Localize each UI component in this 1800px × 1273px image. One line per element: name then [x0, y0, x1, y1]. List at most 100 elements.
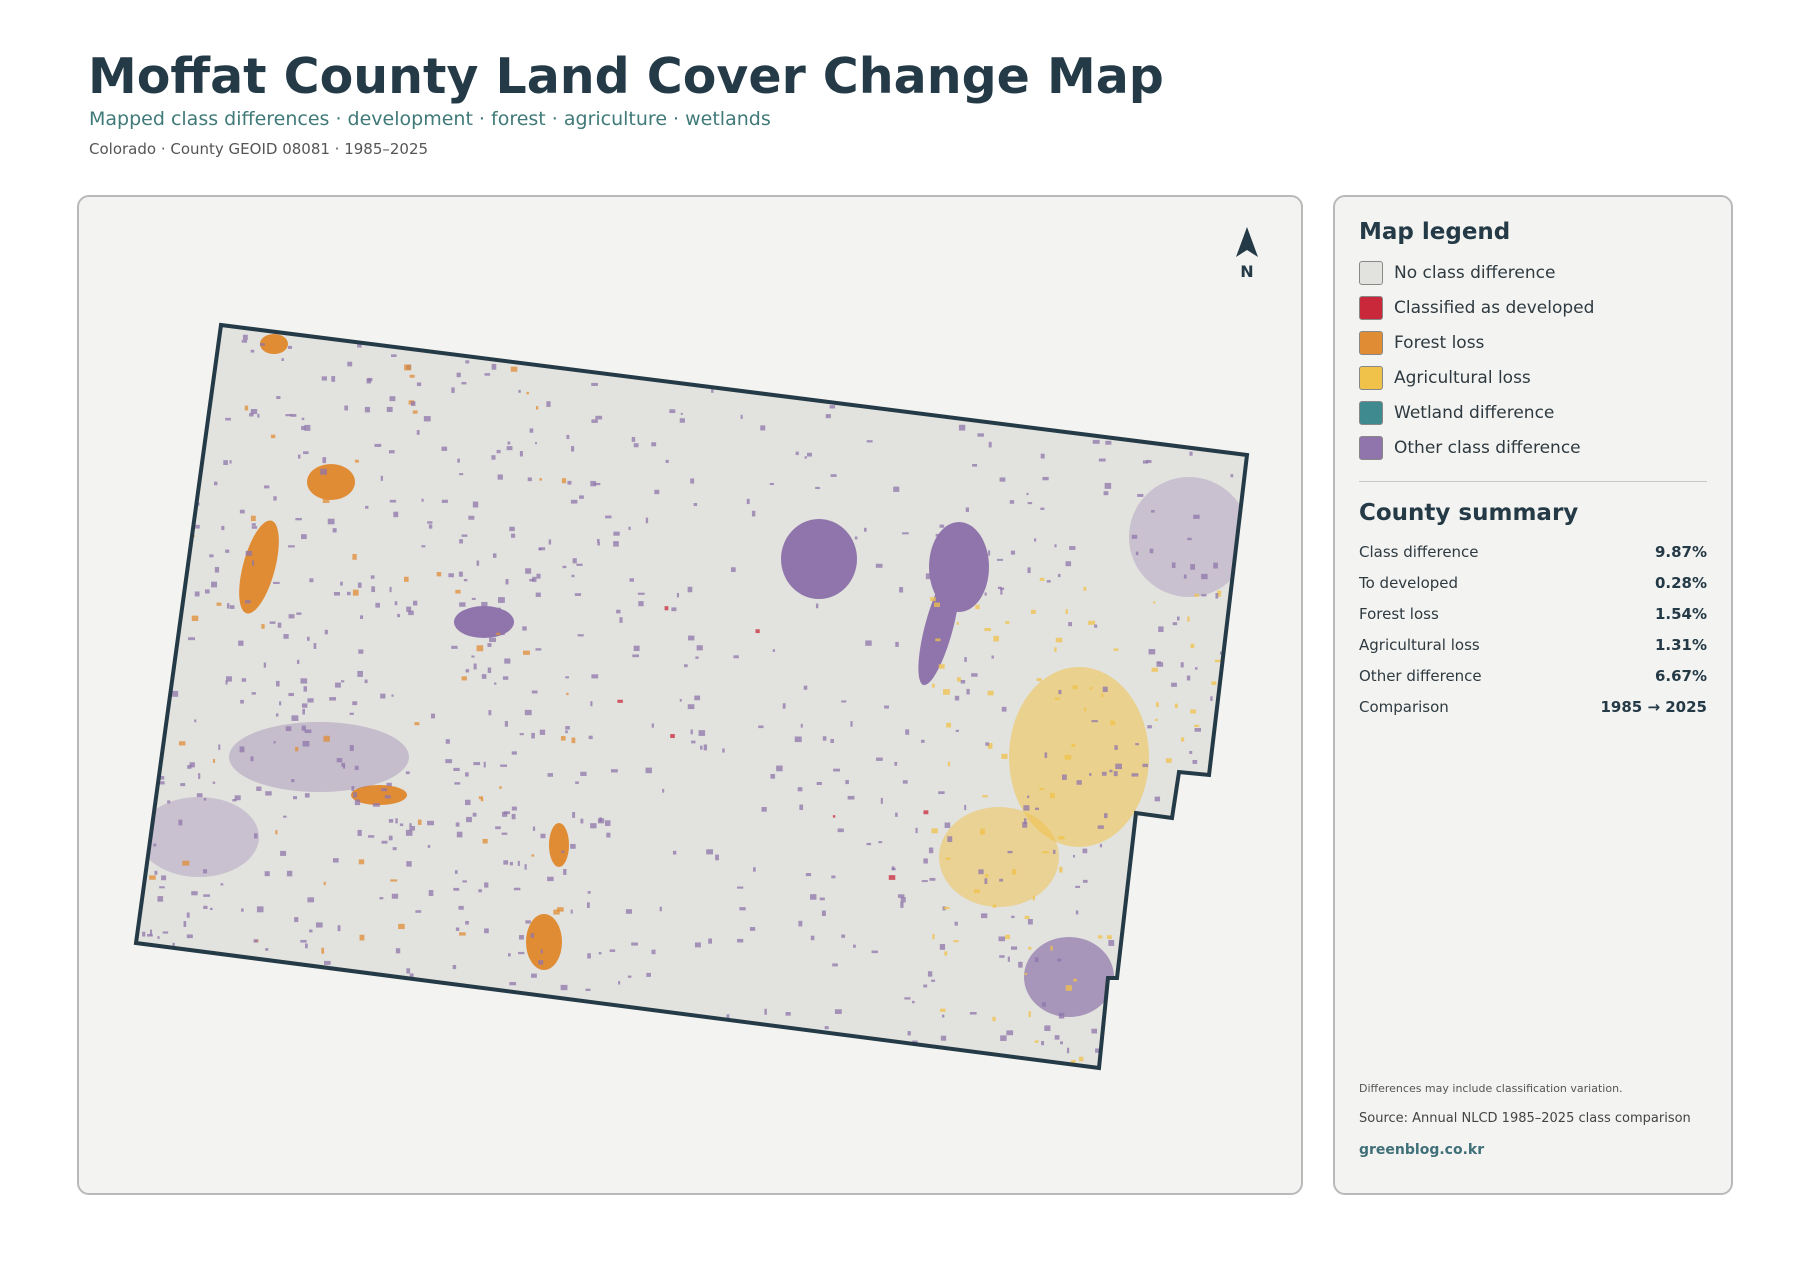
speckle	[1082, 879, 1088, 883]
speckle	[364, 679, 368, 684]
speckle	[372, 1072, 377, 1076]
speckle	[1187, 537, 1192, 541]
speckle	[501, 811, 508, 817]
speckle	[1242, 657, 1247, 660]
speckle	[966, 688, 970, 695]
speckle	[815, 603, 819, 609]
speckle	[313, 643, 317, 649]
speckle	[530, 933, 534, 938]
speckle	[984, 628, 991, 632]
speckle	[794, 736, 802, 743]
speckle	[1129, 425, 1137, 432]
speckle	[987, 743, 993, 749]
speckle	[1172, 1015, 1177, 1019]
speckle	[645, 767, 652, 774]
speckle	[932, 683, 935, 688]
speckle	[1069, 546, 1076, 550]
speckle	[822, 326, 828, 332]
speckle	[832, 815, 836, 818]
speckle	[1147, 825, 1152, 832]
speckle	[572, 558, 577, 564]
speckle	[265, 948, 269, 951]
speckle	[139, 480, 144, 486]
speckle	[404, 364, 412, 371]
speckle	[1242, 762, 1246, 767]
speckle	[676, 592, 680, 598]
speckle	[333, 591, 340, 596]
speckle	[1190, 709, 1197, 714]
speckle	[764, 1008, 767, 1015]
speckle	[276, 713, 279, 717]
speckle	[1123, 955, 1128, 961]
speckle	[1060, 1041, 1063, 1045]
speckle	[162, 513, 167, 518]
speckle	[1213, 562, 1218, 569]
speckle	[527, 477, 532, 482]
speckle	[690, 478, 695, 484]
speckle	[1249, 741, 1252, 745]
speckle	[476, 645, 484, 652]
speckle	[800, 386, 803, 391]
summary-value: 1985 → 2025	[1600, 697, 1707, 716]
speckle	[270, 1037, 273, 1041]
speckle	[459, 1051, 466, 1056]
speckle	[1041, 410, 1047, 415]
speckle	[256, 786, 262, 791]
speckle	[522, 650, 530, 655]
speckle	[186, 912, 190, 918]
speckle	[798, 920, 803, 927]
speckle	[388, 835, 393, 841]
speckle	[155, 713, 160, 718]
speckle	[389, 586, 392, 593]
speckle	[365, 505, 369, 509]
speckle	[925, 573, 933, 580]
speckle	[945, 857, 951, 860]
speckle	[384, 795, 391, 799]
speckle	[816, 781, 822, 785]
speckle	[371, 586, 376, 593]
speckle	[423, 416, 431, 422]
speckle	[847, 795, 855, 800]
speckle	[295, 517, 302, 521]
speckle	[987, 690, 994, 696]
speckle	[696, 645, 703, 651]
speckle	[921, 880, 928, 883]
speckle	[1110, 720, 1116, 726]
speckle	[308, 983, 314, 987]
speckle	[1217, 590, 1222, 597]
speckle	[296, 612, 302, 615]
speckle	[1065, 985, 1072, 991]
speckle	[321, 947, 325, 954]
speckle	[1187, 879, 1195, 882]
speckle	[183, 921, 187, 927]
speckle	[1070, 1060, 1076, 1064]
speckle	[304, 793, 310, 798]
speckle	[198, 773, 201, 780]
speckle	[1024, 915, 1030, 920]
speckle	[1167, 829, 1174, 834]
speckle	[136, 348, 143, 355]
speckle	[358, 649, 364, 654]
speckle	[992, 1016, 996, 1022]
speckle	[605, 515, 612, 519]
speckle	[482, 838, 488, 844]
speckle	[321, 376, 327, 381]
speckle	[803, 685, 808, 690]
speckle	[445, 739, 450, 744]
speckle	[560, 736, 566, 741]
speckle	[842, 556, 846, 561]
speckle	[559, 357, 563, 361]
speckle	[139, 572, 146, 576]
summary-value: 1.54%	[1654, 604, 1707, 623]
speckle	[957, 677, 961, 682]
speckle	[565, 676, 569, 679]
speckle	[529, 578, 535, 582]
speckle	[1037, 403, 1041, 409]
speckle	[425, 993, 431, 1000]
speckle	[337, 925, 341, 932]
speckle	[535, 592, 541, 597]
speckle	[471, 597, 476, 600]
speckle	[618, 981, 621, 985]
summary-value: 0.28%	[1654, 573, 1707, 592]
speckle	[1123, 1018, 1128, 1023]
